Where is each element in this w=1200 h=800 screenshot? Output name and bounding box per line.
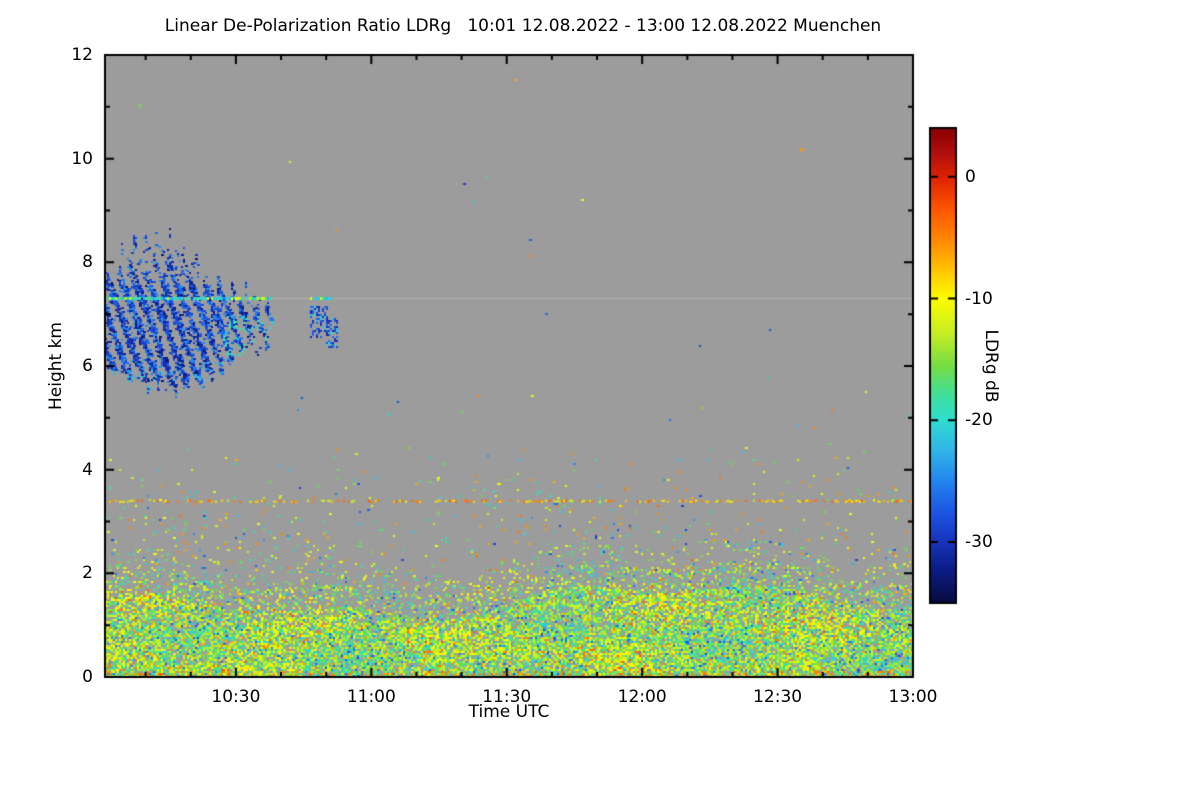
y-tick-label: 6 — [82, 356, 93, 376]
y-axis-label: Height km — [46, 321, 67, 411]
x-axis-label: Time UTC — [468, 702, 550, 722]
y-tick-label: 2 — [82, 563, 93, 584]
y-tick-label: 0 — [82, 667, 93, 687]
colorbar-tick-label: -30 — [965, 532, 993, 553]
x-tick-label: 11:30 — [482, 687, 532, 707]
x-tick-label: 13:00 — [888, 687, 938, 707]
x-tick-label: 12:30 — [753, 687, 803, 707]
x-tick-label: 10:30 — [211, 687, 261, 707]
colorbar-label: LDRg dB — [980, 329, 1001, 403]
x-tick-label: 12:00 — [617, 687, 667, 707]
y-tick-label: 4 — [82, 459, 93, 480]
colorbar-tick-label: -20 — [965, 410, 993, 431]
y-tick-label: 12 — [71, 45, 93, 65]
chart-title: Linear De-Polarization Ratio LDRg 10:01 … — [164, 16, 882, 36]
colorbar-tick-label: 0 — [965, 166, 976, 187]
y-tick-label: 8 — [82, 252, 93, 273]
x-tick-label: 11:00 — [346, 687, 396, 707]
y-tick-label: 10 — [71, 148, 93, 169]
colorbar-tick-label: -10 — [965, 288, 993, 309]
